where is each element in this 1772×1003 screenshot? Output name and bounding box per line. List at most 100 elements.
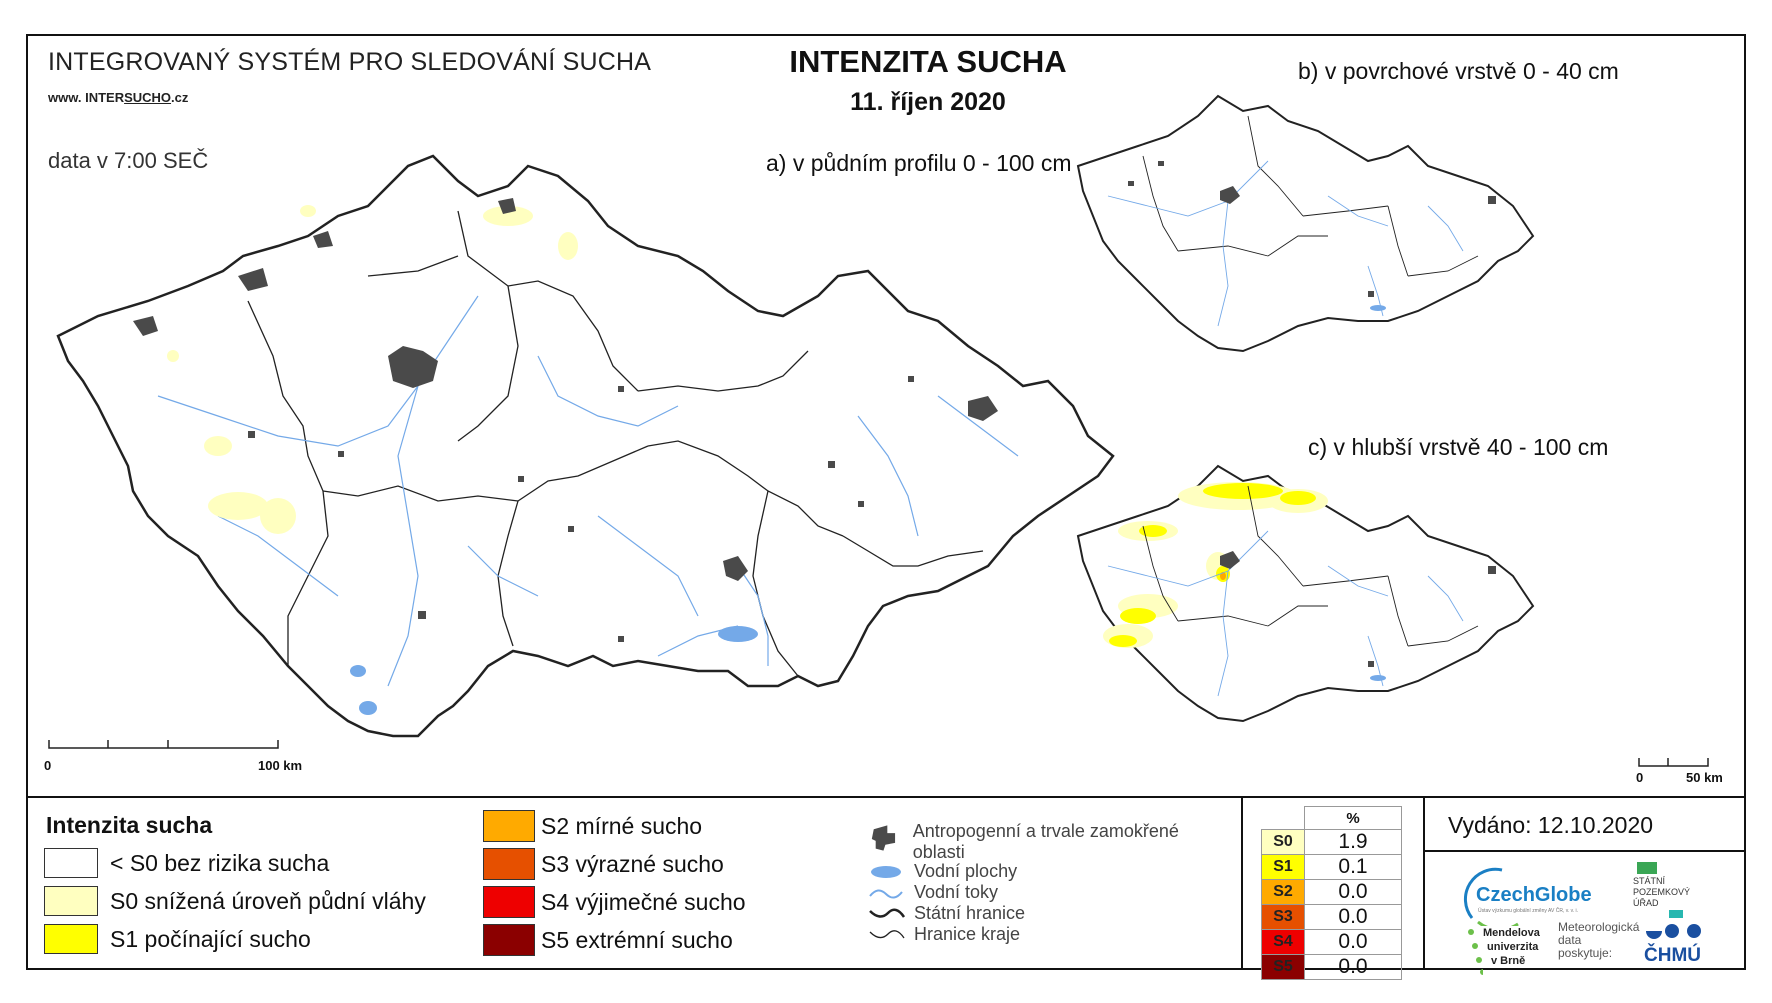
legend-class-below-s0: < S0 bez rizika sucha <box>44 848 329 878</box>
legend-class-s5: S5 extrémní sucho <box>483 924 733 956</box>
legend-label-s0: S0 snížená úroveň půdní vláhy <box>110 887 426 914</box>
pct-code-s5: S5 <box>1261 954 1305 980</box>
map-c-label: c) v hlubší vrstvě 40 - 100 cm <box>1308 434 1609 460</box>
symbol-legend: Antropogenní a trvale zamokřené oblasti … <box>866 821 1226 945</box>
legend-class-s2: S2 mírné sucho <box>483 810 702 842</box>
pct-header: % <box>1304 806 1402 830</box>
region-border-icon <box>869 929 905 938</box>
legend-label-s2: S2 mírné sucho <box>541 812 703 839</box>
pct-row-s1: S1 0.1 <box>1261 854 1402 880</box>
page-date: 11. říjen 2020 <box>850 88 1006 116</box>
pct-row-s0: S0 1.9 <box>1261 829 1402 855</box>
legend-vertical-divider-2 <box>1423 798 1425 970</box>
website-link[interactable]: www. INTERSUCHO.cz <box>48 90 188 105</box>
pct-code-s1: S1 <box>1261 854 1305 880</box>
system-title: INTEGROVANÝ SYSTÉM PRO SLEDOVÁNÍ SUCHA <box>48 48 652 76</box>
symbol-water: Vodní plochy <box>866 861 1226 882</box>
pct-value-s4: 0.0 <box>1304 929 1402 955</box>
symbol-urban: Antropogenní a trvale zamokřené oblasti <box>866 821 1226 863</box>
symbol-state-border: Státní hranice <box>866 903 1226 924</box>
czechglobe-logo: CzechGlobe Ústav výzkumu globální změny … <box>1458 866 1628 926</box>
map-b-label: b) v povrchové vrstvě 0 - 40 cm <box>1298 58 1619 84</box>
pct-value-s1: 0.1 <box>1304 854 1402 880</box>
pct-code-s0: S0 <box>1261 829 1305 855</box>
water-bodies-a <box>350 626 758 715</box>
mendelu-line1: Mendelova <box>1483 927 1540 939</box>
scale-c-start: 0 <box>1636 770 1644 785</box>
met-line1: Meteorologická <box>1558 920 1640 934</box>
mendelu-text: Mendelova univerzita v Brně <box>1483 926 1540 968</box>
legend-swatch-s4 <box>483 886 535 918</box>
symbol-river-label: Vodní toky <box>914 882 999 902</box>
czechglobe-sub: Ústav výzkumu globální změny AV ČR, v. v… <box>1478 908 1579 914</box>
legend-class-s1: S1 počínající sucho <box>44 924 311 954</box>
symbol-urban-label: Antropogenní a trvale zamokřené oblasti <box>912 821 1179 862</box>
pct-header-row: % <box>1262 806 1402 830</box>
symbol-river: Vodní toky <box>866 882 1226 903</box>
spu-line1: STÁTNÍ <box>1633 876 1666 886</box>
river-icon <box>869 889 903 898</box>
page-title: INTENZITA SUCHA <box>789 44 1067 79</box>
map-b-surface-0-40 <box>1076 94 1535 353</box>
drought-s2-areas-c <box>1220 572 1226 580</box>
scale-bar-a-graphic <box>48 740 279 749</box>
drought-s0-areas-a <box>167 205 578 534</box>
legend-label-s5: S5 extrémní sucho <box>541 926 733 953</box>
pct-row-s5: S5 0.0 <box>1261 954 1402 980</box>
czechglobe-name: CzechGlobe <box>1476 884 1592 906</box>
symbol-region-border: Hranice kraje <box>866 924 1226 945</box>
pct-code-s2: S2 <box>1261 879 1305 905</box>
pct-value-s5: 0.0 <box>1304 954 1402 980</box>
pct-code-s3: S3 <box>1261 904 1305 930</box>
state-border-icon <box>869 908 906 918</box>
scale-bar-a: 0 100 km <box>44 736 308 773</box>
legend-swatch-s2 <box>483 810 535 842</box>
scale-a-end: 100 km <box>258 758 303 773</box>
met-line3: poskytuje: <box>1558 946 1613 960</box>
urban-area-icon <box>871 825 896 851</box>
drought-percent-table: % S0 1.9 S1 0.1 S2 0.0 S3 0.0 S4 0.0 S5 … <box>1261 806 1402 980</box>
map-a-label: a) v půdním profilu 0 - 100 cm <box>766 150 1072 176</box>
rivers-a <box>157 295 1019 687</box>
website-underlined: SUCHO <box>124 90 172 105</box>
legend-label-below-s0: < S0 bez rizika sucha <box>110 849 330 876</box>
scale-bar-c: 0 50 km <box>1636 756 1728 785</box>
spu-line3: ÚŘAD <box>1633 898 1659 908</box>
symbol-state-border-label: Státní hranice <box>914 903 1026 923</box>
legend-label-s3: S3 výrazné sucho <box>541 850 724 877</box>
issued-divider <box>1425 850 1745 852</box>
legend-label-s4: S4 výjimečné sucho <box>541 888 746 915</box>
symbol-region-border-label: Hranice kraje <box>914 924 1021 944</box>
pct-value-s3: 0.0 <box>1304 904 1402 930</box>
legend-swatch-s5 <box>483 924 535 956</box>
mendelu-line2: univerzita <box>1487 941 1539 953</box>
legend-class-s0: S0 snížená úroveň půdní vláhy <box>44 886 426 916</box>
spu-mark-icon <box>1637 862 1657 874</box>
scale-a-start: 0 <box>44 758 52 773</box>
country-outline-a <box>56 154 1115 738</box>
legend-label-s1: S1 počínající sucho <box>110 925 311 952</box>
urban-areas-a <box>133 198 998 642</box>
legend-class-s4: S4 výjimečné sucho <box>483 886 746 918</box>
pct-value-s0: 1.9 <box>1304 829 1402 855</box>
chmu-name: ČHMÚ <box>1644 945 1701 966</box>
pct-row-s2: S2 0.0 <box>1261 879 1402 905</box>
legend-title: Intenzita sucha <box>46 812 213 838</box>
chmu-mark-icon <box>1646 924 1701 939</box>
met-data-text: Meteorologická data poskytuje: <box>1558 921 1639 960</box>
legend-vertical-divider-1 <box>1241 798 1243 970</box>
legend-swatch-s3 <box>483 848 535 880</box>
spu-text: STÁTNÍ POZEMKOVÝ ÚŘAD <box>1633 876 1690 909</box>
legend-swatch-below-s0 <box>44 848 98 878</box>
legend-class-s3: S3 výrazné sucho <box>483 848 724 880</box>
map-a-profile-0-100 <box>56 154 1115 738</box>
website-prefix: www. INTER <box>48 90 125 105</box>
legend-swatch-s1 <box>44 924 98 954</box>
drought-s1-areas-c <box>1109 483 1316 647</box>
pct-code-s4: S4 <box>1261 929 1305 955</box>
met-line2: data <box>1558 933 1582 947</box>
pct-row-s3: S3 0.0 <box>1261 904 1402 930</box>
spu-accent-icon <box>1669 910 1683 918</box>
pct-value-s2: 0.0 <box>1304 879 1402 905</box>
scale-bar-c-graphic <box>1638 758 1709 767</box>
